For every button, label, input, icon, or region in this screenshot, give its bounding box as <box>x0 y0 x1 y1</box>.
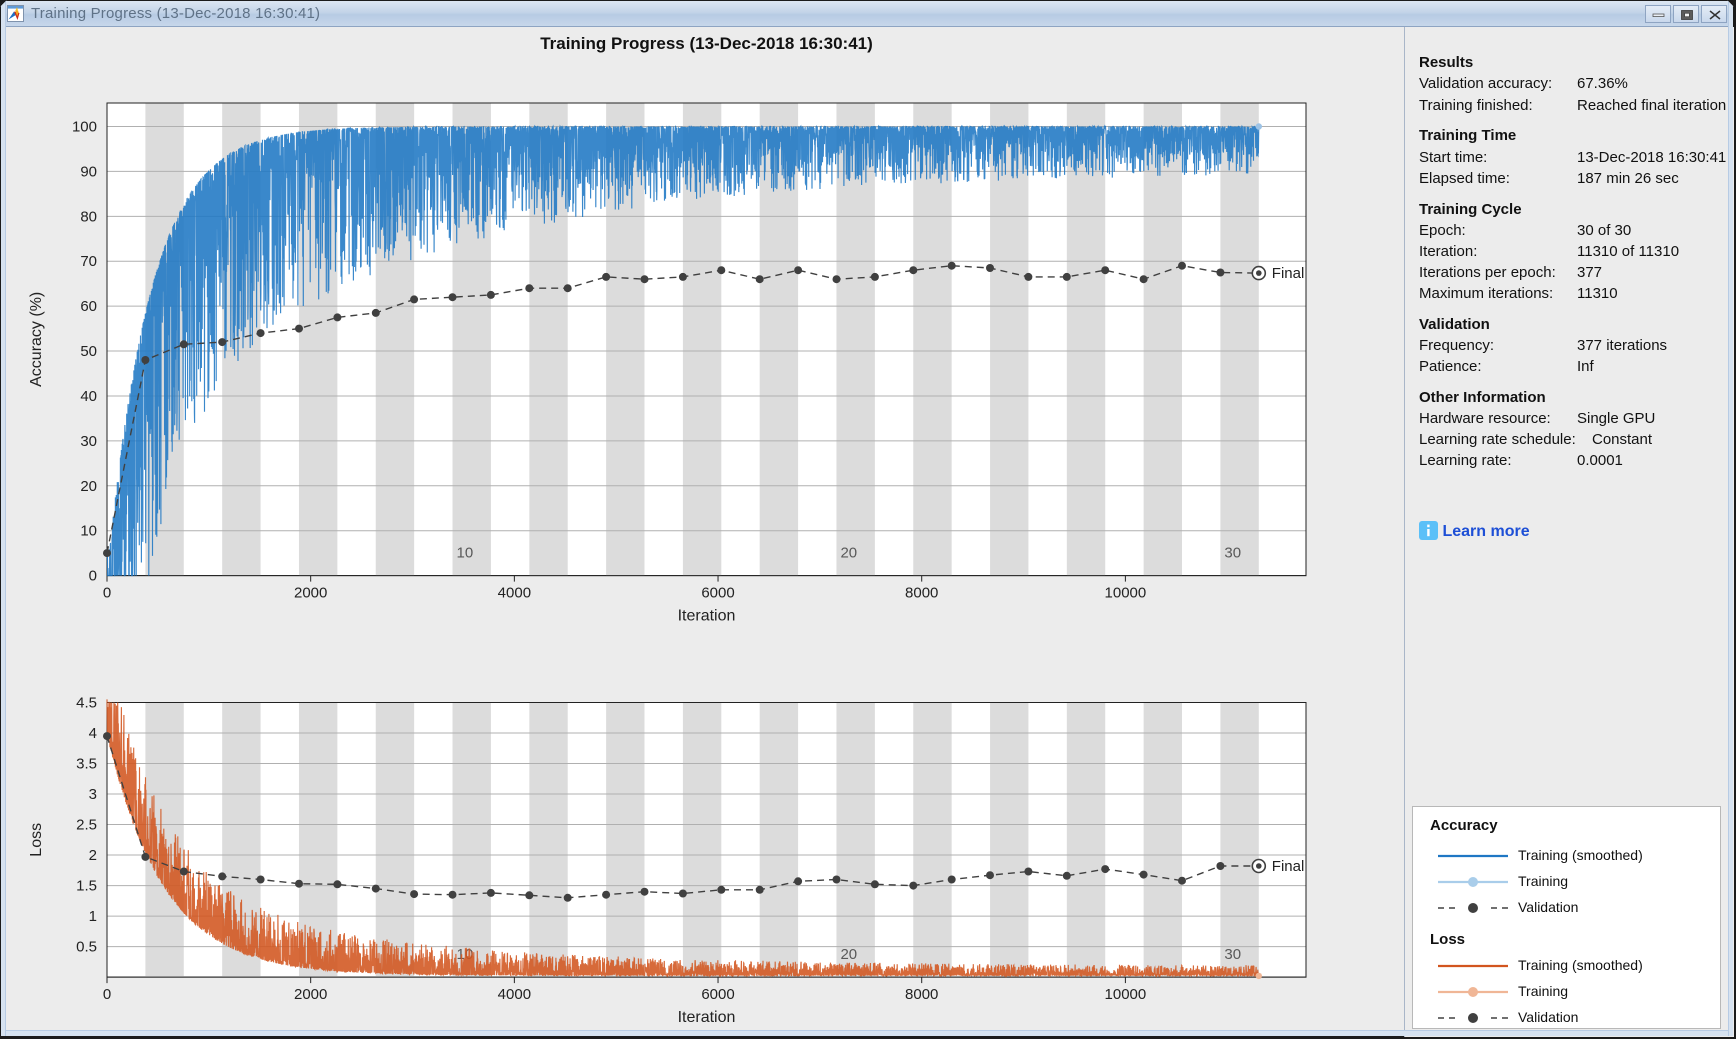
svg-text:2: 2 <box>89 847 97 864</box>
svg-text:6000: 6000 <box>701 986 734 1003</box>
svg-text:3.5: 3.5 <box>76 756 97 773</box>
svg-text:4.5: 4.5 <box>76 695 97 712</box>
svg-text:3: 3 <box>89 786 97 803</box>
svg-text:1: 1 <box>89 908 97 925</box>
svg-text:2000: 2000 <box>294 986 327 1003</box>
svg-text:0.5: 0.5 <box>76 939 97 956</box>
svg-text:0: 0 <box>103 986 111 1003</box>
svg-text:2.5: 2.5 <box>76 817 97 834</box>
svg-text:4: 4 <box>89 725 97 742</box>
svg-text:10000: 10000 <box>1105 986 1147 1003</box>
svg-text:Final: Final <box>1272 858 1305 875</box>
svg-text:8000: 8000 <box>905 986 938 1003</box>
svg-text:1.5: 1.5 <box>76 878 97 895</box>
svg-text:Loss: Loss <box>28 823 45 857</box>
svg-text:20: 20 <box>840 946 857 963</box>
svg-text:4000: 4000 <box>498 986 531 1003</box>
svg-text:Iteration: Iteration <box>678 1009 736 1026</box>
svg-text:30: 30 <box>1224 946 1241 963</box>
